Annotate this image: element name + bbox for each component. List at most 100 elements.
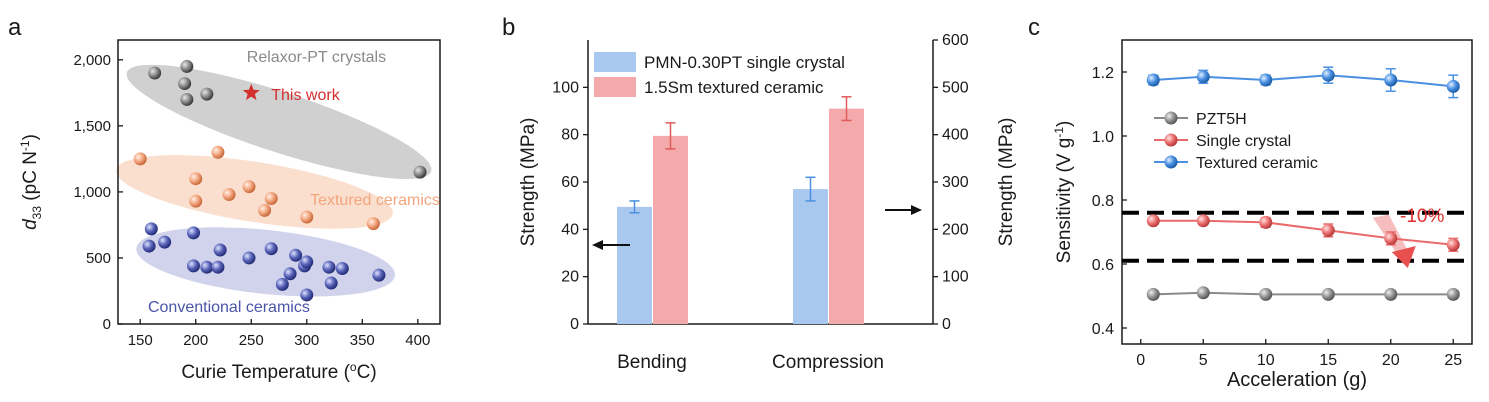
- data-point: [189, 194, 203, 208]
- y-tick-label-left: 100: [552, 79, 579, 96]
- plot-frame: [1121, 39, 1473, 345]
- axis-ticks: 150 200 250 300 350 400 0 500 1,000 1,500 2,000: [73, 52, 430, 349]
- data-point: [213, 243, 227, 257]
- region-conventional: [136, 227, 396, 297]
- data-point: [413, 165, 427, 179]
- data-point: [372, 268, 386, 282]
- threshold-lines: [1122, 210, 1472, 263]
- axis-ticks: 0 5 10 15 20 25 0.4 0.6 0.8 1.0 1.2: [1092, 65, 1463, 369]
- data-point: [1321, 223, 1335, 237]
- data-point: [300, 255, 314, 269]
- data-point: [1259, 73, 1273, 87]
- data-point: [200, 87, 214, 101]
- data-point: [200, 260, 214, 274]
- y-tick-label: 0.6: [1092, 257, 1114, 274]
- data-point: [275, 277, 289, 291]
- group-label: Relaxor-PT crystals: [247, 49, 386, 66]
- data-point: [1384, 287, 1398, 301]
- legend-label: PMN-0.30PT single crystal: [644, 53, 845, 72]
- x-tick-label: 10: [1257, 352, 1275, 369]
- data-point: [1196, 214, 1210, 228]
- bar: [793, 189, 828, 324]
- y-axis-label-left: Strength (MPa): [518, 118, 539, 247]
- panel-label-b: b: [502, 14, 515, 41]
- data-points: [133, 59, 427, 302]
- series-line: [1153, 291, 1454, 296]
- data-point: [142, 239, 156, 253]
- y-tick-label-right: 500: [942, 79, 969, 96]
- data-point: [1321, 287, 1335, 301]
- legend-marker: [1164, 133, 1178, 147]
- y-tick-label-left: 0: [570, 316, 579, 333]
- y-tick-label: 1.2: [1092, 65, 1114, 82]
- y-tick-label: 0.8: [1092, 193, 1114, 210]
- data-point: [133, 152, 147, 166]
- panel-label-c: c: [1028, 14, 1040, 41]
- y-tick-label: 0: [103, 316, 111, 333]
- region-textured: [116, 155, 393, 229]
- legend-label: 1.5Sm textured ceramic: [644, 78, 824, 97]
- data-point: [148, 66, 162, 80]
- data-point: [324, 276, 338, 290]
- data-point: [300, 288, 314, 302]
- x-axis-label: Acceleration (g): [1227, 369, 1367, 391]
- x-tick-label: 400: [405, 332, 430, 349]
- data-point: [1146, 73, 1160, 87]
- y-tick-label-left: 60: [561, 174, 579, 191]
- left-arrow: [592, 240, 630, 250]
- bar: [653, 135, 688, 324]
- group-regions: [116, 64, 432, 297]
- data-point: [1384, 73, 1398, 87]
- y-tick-label-right: 200: [942, 221, 969, 238]
- group-label: Conventional ceramics: [148, 299, 310, 316]
- data-point: [180, 59, 194, 73]
- legend-label: Textured ceramic: [1196, 155, 1318, 172]
- x-tick-label: 0: [1136, 352, 1145, 369]
- y-tick-label-right: 400: [942, 127, 969, 144]
- x-axis-label: Curie Temperature (oC): [181, 360, 376, 383]
- y-tick-label-left: 40: [561, 221, 579, 238]
- series-lines: [1146, 66, 1460, 301]
- legend: PZT5H Single crystal Textured ceramic: [1154, 111, 1318, 172]
- y-tick-label-left: 20: [561, 269, 579, 286]
- data-point: [366, 217, 380, 231]
- data-point: [258, 203, 272, 217]
- y-tick-label: 2,000: [73, 52, 111, 69]
- data-point: [189, 172, 203, 186]
- data-point: [242, 180, 256, 194]
- legend-marker: [1164, 155, 1178, 169]
- y-tick-label-right: 0: [942, 316, 951, 333]
- y-tick-label: 0.4: [1092, 321, 1114, 338]
- y-tick-label: 1.0: [1092, 129, 1114, 146]
- data-point: [1146, 214, 1160, 228]
- bars: [617, 96, 864, 324]
- bar: [829, 108, 864, 324]
- plot-frame: [117, 39, 441, 325]
- data-point: [1259, 215, 1273, 229]
- x-tick-label: 15: [1319, 352, 1337, 369]
- data-point: [187, 259, 201, 273]
- data-point: [158, 235, 172, 249]
- data-point: [1384, 231, 1398, 245]
- y-tick-label-left: 80: [561, 127, 579, 144]
- x-tick-label: 20: [1382, 352, 1400, 369]
- panel-a-scatter: 150 200 250 300 350 400 0 500 1,000 1,500 2,000 Re…: [18, 39, 441, 383]
- data-point: [211, 145, 225, 159]
- drop-arrow-head: [1391, 246, 1416, 268]
- y-axis-label-right: Strength (MPa): [996, 118, 1017, 247]
- data-point: [211, 260, 225, 274]
- x-tick-label: 150: [128, 332, 153, 349]
- right-arrow: [885, 205, 922, 215]
- data-point: [283, 267, 297, 281]
- panel-b-bar: 0 20 40 60 80 100 0 100 200 300 400 500 600 Bending Co…: [518, 32, 1017, 373]
- x-tick-label: 300: [294, 332, 319, 349]
- series-line: [1153, 74, 1454, 88]
- series-line: [1153, 219, 1454, 246]
- y-tick-label-right: 100: [942, 269, 969, 286]
- data-point: [144, 222, 158, 236]
- legend-swatch: [594, 52, 636, 72]
- y-tick-label: 1,500: [73, 118, 111, 135]
- legend-label: PZT5H: [1196, 111, 1247, 128]
- panel-c-line: 0 5 10 15 20 25 0.4 0.6 0.8 1.0 1.2 PZT5H Single cr…: [1052, 39, 1473, 391]
- data-point: [1446, 287, 1460, 301]
